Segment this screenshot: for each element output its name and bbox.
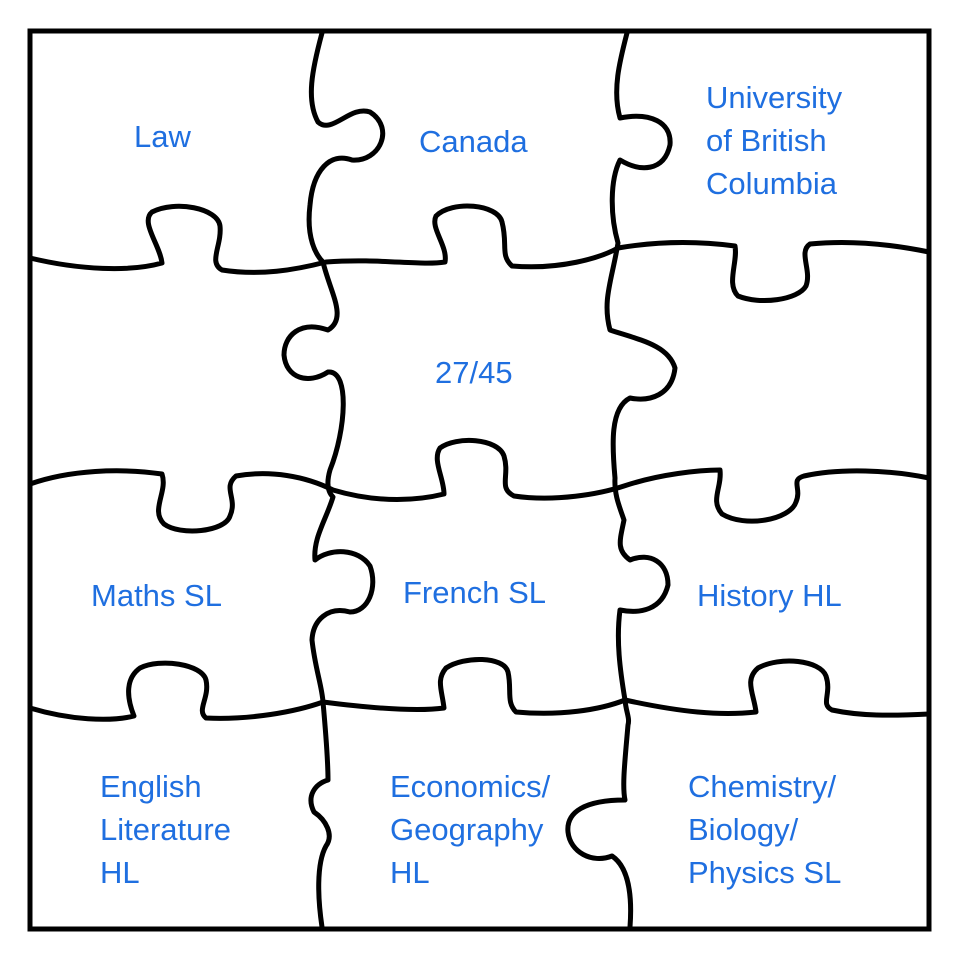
- label-line: Canada: [419, 124, 528, 159]
- label-line: Biology/: [688, 812, 799, 847]
- piece-label-score: 27/45: [435, 351, 513, 394]
- label-line: University: [706, 80, 843, 115]
- label-line: Geography: [390, 812, 544, 847]
- cut-line-horizontal-1: [27, 203, 932, 304]
- label-line: Columbia: [706, 166, 837, 201]
- label-line: HL: [390, 855, 430, 890]
- label-line: HL: [100, 855, 140, 890]
- cut-line-horizontal-3: [27, 656, 932, 722]
- label-line: Maths SL: [91, 578, 222, 613]
- label-line: Economics/: [390, 769, 551, 804]
- label-line: English: [100, 769, 202, 804]
- cut-line-vertical-right: [565, 30, 678, 930]
- piece-label-economics-geography-hl: Economics/ Geography HL: [390, 765, 550, 894]
- piece-label-chemistry-biology-physics-sl: Chemistry/ Biology/ Physics SL: [688, 765, 841, 894]
- label-line: 27/45: [435, 355, 513, 390]
- piece-label-university-of-british-columbia: University of British Columbia: [706, 76, 842, 205]
- label-line: of British: [706, 123, 827, 158]
- piece-label-maths-sl: Maths SL: [91, 574, 222, 617]
- cut-line-vertical-left: [281, 30, 386, 930]
- label-line: French SL: [403, 575, 547, 610]
- label-line: Literature: [100, 812, 231, 847]
- label-line: Law: [134, 119, 191, 154]
- piece-label-history-hl: History HL: [697, 574, 842, 617]
- label-line: History HL: [697, 578, 842, 613]
- piece-label-french-sl: French SL: [403, 571, 546, 614]
- cut-line-horizontal-2: [27, 437, 932, 534]
- piece-label-english-literature-hl: English Literature HL: [100, 765, 231, 894]
- label-line: Physics SL: [688, 855, 842, 890]
- piece-label-law: Law: [134, 115, 191, 158]
- piece-label-canada: Canada: [419, 120, 528, 163]
- label-line: Chemistry/: [688, 769, 837, 804]
